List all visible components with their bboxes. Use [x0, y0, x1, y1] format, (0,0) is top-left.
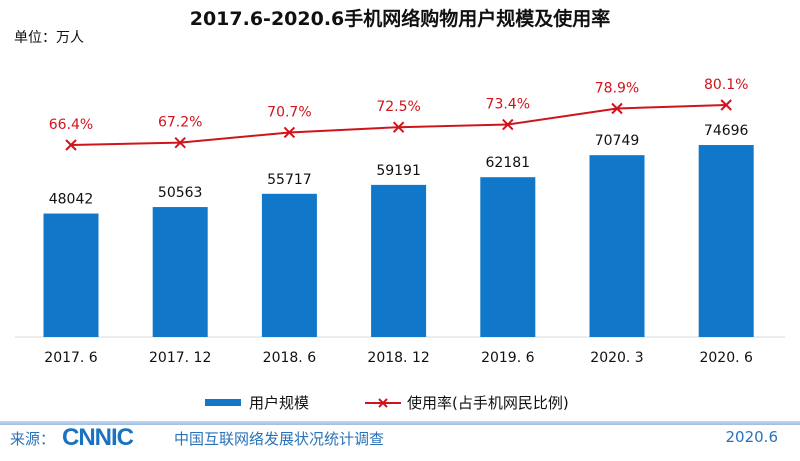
bar-value-label: 48042	[49, 192, 94, 208]
legend-line-swatch	[365, 397, 401, 408]
bar-value-label: 59191	[376, 163, 421, 179]
line-marker	[283, 126, 296, 139]
legend-item-bar: 用户规模	[205, 392, 309, 413]
x-tick-label: 2017. 12	[149, 350, 211, 366]
line-value-label: 73.4%	[486, 97, 530, 113]
x-tick-label: 2020. 6	[699, 350, 753, 366]
chart-plot: 48042 2017. 6 50563 2017. 12 55717 2018. 6 591…	[15, 77, 785, 366]
bar	[698, 145, 754, 337]
line-value-label: 78.9%	[595, 81, 639, 97]
x-tick-label: 2018. 12	[367, 350, 429, 366]
footer-date: 2020.6	[725, 428, 779, 446]
line-value-label: 72.5%	[376, 99, 420, 115]
line-value-label: 70.7%	[267, 104, 311, 120]
line-marker	[174, 136, 186, 149]
bar-value-label: 62181	[486, 155, 531, 171]
x-tick-label: 2020. 3	[590, 350, 643, 366]
footer-divider	[0, 421, 800, 425]
x-tick-label: 2018. 6	[263, 350, 317, 366]
line-value-label: 66.4%	[49, 117, 93, 133]
x-tick-label: 2019. 6	[481, 350, 535, 366]
bar-value-label: 70749	[595, 133, 640, 149]
chart-title: 2017.6-2020.6手机网络购物用户规模及使用率	[189, 8, 611, 30]
cnnic-logo: CNNIC	[62, 424, 134, 451]
line-marker	[65, 139, 77, 151]
legend-line-label: 使用率(占手机网民比例)	[407, 394, 569, 412]
line-marker	[720, 99, 732, 111]
bar	[480, 177, 536, 337]
line-value-label: 67.2%	[158, 115, 202, 131]
bar-value-label: 55717	[267, 172, 312, 188]
footer-org: 中国互联网络发展状况统计调查	[174, 430, 385, 448]
bar-value-label: 50563	[158, 185, 203, 201]
bar	[371, 184, 427, 337]
legend-bar-swatch	[205, 399, 241, 406]
footer-source-label: 来源：	[10, 430, 56, 448]
bar	[261, 193, 317, 337]
legend-item-line: 使用率(占手机网民比例)	[365, 392, 569, 413]
bar	[589, 155, 645, 337]
line-marker	[502, 118, 514, 131]
line-marker	[392, 121, 405, 133]
x-tick-label: 2017. 6	[44, 350, 98, 366]
bar-value-label: 74696	[704, 123, 749, 139]
bar	[43, 213, 99, 337]
line-value-label: 80.1%	[704, 77, 748, 93]
bar	[152, 207, 208, 337]
line-marker	[611, 102, 623, 115]
unit-label: 单位：万人	[14, 30, 84, 46]
legend-bar-label: 用户规模	[249, 394, 310, 412]
